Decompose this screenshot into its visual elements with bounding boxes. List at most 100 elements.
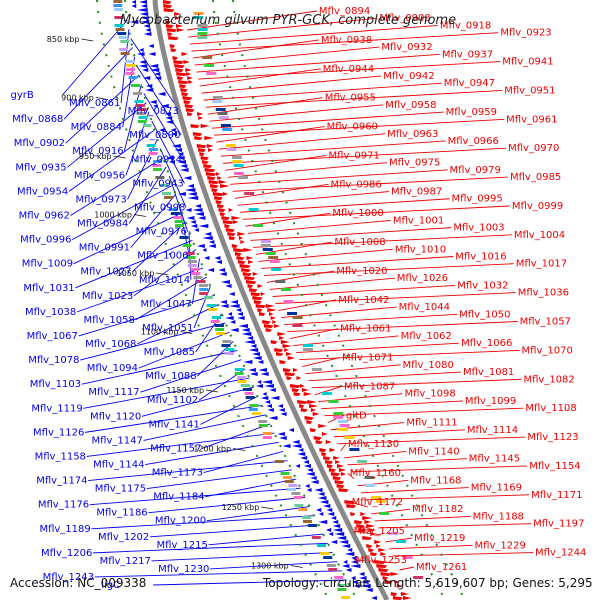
reverse-connector bbox=[203, 451, 284, 473]
kbp-tick-label: 850 kbp bbox=[47, 35, 80, 44]
forward-connector bbox=[308, 371, 462, 382]
forward-connector bbox=[253, 234, 512, 248]
category-stripe bbox=[337, 588, 347, 591]
reverse-gene-arrow bbox=[314, 488, 323, 492]
reverse-gene-label: gyrB bbox=[11, 90, 34, 101]
forward-gene-arrow bbox=[215, 200, 223, 204]
forward-gene-label: Mflv_1205 bbox=[354, 526, 405, 537]
forward-gene-label: Mflv_1111 bbox=[406, 418, 457, 429]
forward-gene-arrow bbox=[254, 300, 262, 304]
reverse-gene-arrow bbox=[237, 312, 243, 316]
forward-gene-arrow bbox=[330, 472, 341, 476]
reverse-gene-labels: gyrB Mflv_0861 Mflv_0873 Mflv_0868 Mflv_0884… bbox=[11, 90, 210, 591]
category-stripe bbox=[130, 84, 140, 87]
forward-gene-arrow bbox=[318, 424, 328, 428]
reverse-gene-label: Mflv_0943 bbox=[132, 178, 183, 189]
category-stripe bbox=[224, 352, 234, 355]
category-stripe bbox=[244, 192, 255, 195]
forward-gene-arrow bbox=[200, 124, 210, 128]
category-stripe bbox=[169, 208, 179, 211]
forward-connector bbox=[334, 429, 465, 438]
forward-gene-arrow bbox=[329, 448, 336, 452]
category-stripe bbox=[291, 492, 301, 495]
forward-gene-arrow bbox=[306, 420, 313, 424]
forward-gene-arrow bbox=[183, 60, 190, 64]
category-stripe bbox=[234, 172, 245, 175]
reverse-gene-arrow bbox=[359, 584, 371, 588]
reverse-gene-arrow bbox=[297, 452, 306, 456]
forward-gene-arrow bbox=[168, 36, 179, 40]
reverse-gene-arrow bbox=[139, 0, 147, 4]
forward-gene-label: Mflv_1066 bbox=[461, 338, 512, 349]
forward-gene-label: Mflv_1145 bbox=[469, 454, 520, 465]
reverse-gene-arrow bbox=[178, 152, 184, 156]
category-stripe bbox=[322, 392, 333, 395]
forward-gene-arrow bbox=[321, 452, 327, 456]
category-stripe bbox=[206, 72, 217, 75]
reverse-connector bbox=[136, 304, 219, 345]
reverse-gene-arrow bbox=[319, 500, 329, 504]
reverse-connector bbox=[148, 496, 306, 514]
forward-connector bbox=[311, 378, 522, 389]
reverse-connector bbox=[65, 74, 140, 144]
reverse-gene-arrow bbox=[300, 456, 308, 460]
reverse-gene-arrow bbox=[149, 68, 160, 72]
forward-gene-label: Mflv_0971 bbox=[329, 150, 380, 161]
category-stripe bbox=[292, 324, 303, 327]
forward-gene-label: Mflv_0894 bbox=[319, 6, 370, 17]
reverse-gene-arrow bbox=[260, 396, 269, 400]
reverse-gene-arrow bbox=[184, 188, 196, 192]
forward-connector bbox=[281, 306, 397, 318]
reverse-gene-arrow bbox=[190, 224, 198, 228]
reverse-gene-arrow bbox=[247, 336, 254, 340]
forward-connector bbox=[209, 104, 384, 122]
category-stripe bbox=[323, 556, 333, 559]
forward-gene-arrow bbox=[392, 596, 403, 600]
category-stripe bbox=[197, 36, 208, 39]
category-stripe bbox=[258, 420, 268, 423]
forward-gene-arrow bbox=[344, 500, 355, 504]
reverse-gene-arrow bbox=[303, 460, 310, 464]
forward-gene-arrow bbox=[303, 392, 313, 396]
reverse-gene-arrow bbox=[310, 476, 317, 480]
category-stripe bbox=[240, 384, 250, 387]
category-stripe bbox=[138, 116, 148, 119]
reverse-gene-arrow bbox=[165, 120, 174, 124]
forward-gene-arrow bbox=[250, 292, 261, 296]
reverse-gene-label: Mflv_1023 bbox=[82, 291, 133, 302]
forward-connector bbox=[196, 53, 440, 73]
forward-gene-arrow bbox=[165, 20, 171, 24]
forward-gene-label: Mflv_0923 bbox=[500, 28, 551, 39]
category-stripe bbox=[152, 168, 162, 171]
forward-gene-label: Mflv_1229 bbox=[475, 540, 526, 551]
reverse-gene-arrow bbox=[195, 212, 204, 216]
reverse-gene-label: Mflv_0884 bbox=[71, 122, 122, 133]
category-stripe bbox=[203, 296, 213, 299]
category-stripe bbox=[119, 48, 129, 51]
forward-connector bbox=[232, 176, 509, 192]
reverse-gene-label: Mflv_0954 bbox=[17, 186, 68, 197]
reverse-gene-arrow bbox=[250, 344, 257, 348]
forward-gene-label: Mflv_1168 bbox=[410, 475, 461, 486]
reverse-gene-label: Mflv_1068 bbox=[85, 339, 136, 350]
reverse-gene-arrow bbox=[165, 156, 174, 160]
reverse-gene-arrow bbox=[218, 268, 226, 272]
category-stripe bbox=[126, 64, 136, 67]
forward-gene-label: Mflv_0975 bbox=[389, 158, 440, 169]
reverse-connector bbox=[208, 533, 324, 546]
reverse-connector bbox=[153, 579, 347, 586]
category-stripe bbox=[226, 148, 237, 151]
reverse-gene-arrow bbox=[282, 444, 291, 448]
forward-gene-arrow bbox=[290, 384, 301, 388]
reverse-gene-arrow bbox=[278, 408, 285, 412]
reverse-gene-label: Mflv_1067 bbox=[27, 331, 78, 342]
reverse-gene-arrow bbox=[142, 68, 149, 72]
reverse-gene-arrow bbox=[334, 532, 345, 536]
category-stripe bbox=[142, 124, 152, 127]
forward-gene-arrow bbox=[203, 164, 213, 168]
forward-connector bbox=[187, 10, 317, 31]
forward-gene-label: Mflv_0938 bbox=[321, 35, 372, 46]
reverse-gene-label: Mflv_1174 bbox=[36, 476, 87, 487]
forward-connector bbox=[218, 133, 386, 150]
reverse-gene-arrow bbox=[177, 156, 185, 160]
